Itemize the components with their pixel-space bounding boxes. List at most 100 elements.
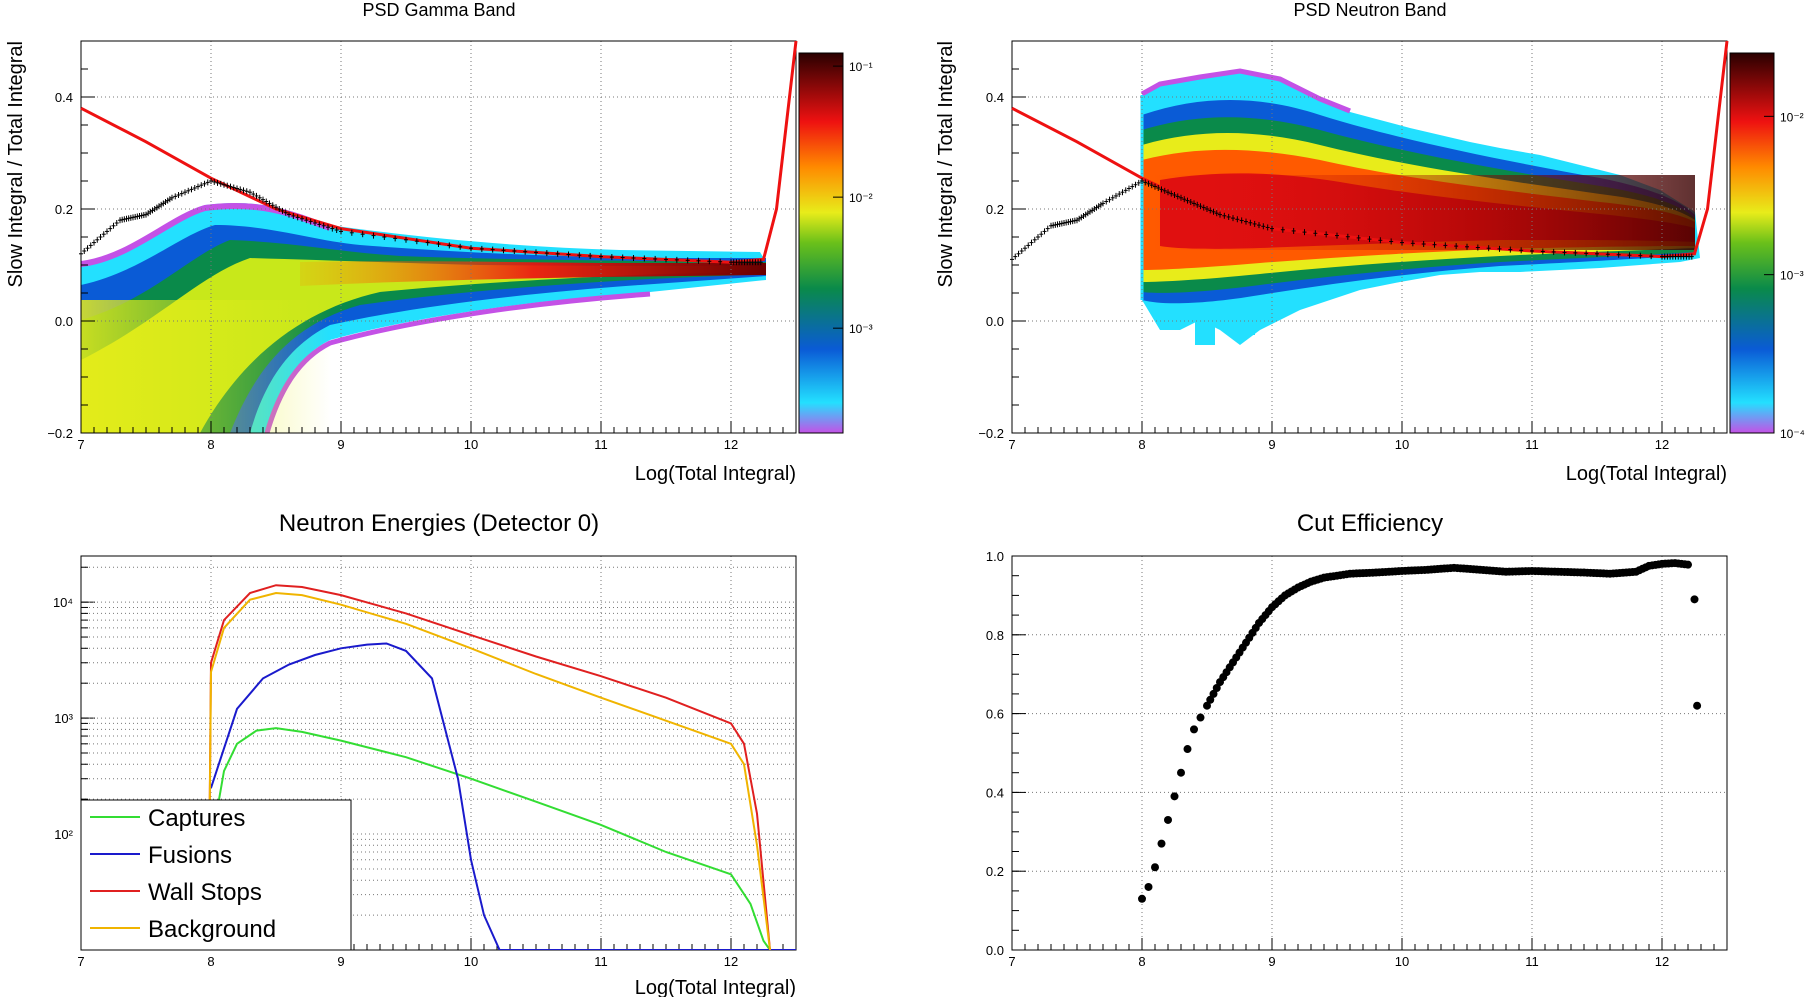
energies-xlabel: Log(Total Integral)	[635, 977, 796, 997]
legend-label-wall-stops: Wall Stops	[148, 879, 262, 906]
efficiency-point	[1209, 689, 1218, 698]
legend-label-fusions: Fusions	[148, 842, 232, 869]
efficiency-frame	[1011, 555, 1728, 951]
neutron-ragged-bottom	[1145, 290, 1255, 345]
neutron-x-tick-label: 10	[1395, 437, 1409, 452]
energies-x-tick-label: 10	[464, 954, 478, 969]
neutron-frame	[1011, 40, 1728, 434]
efficiency-x-axis: 7 8 9 10 11 12	[1008, 556, 1728, 969]
gamma-x-tick-label: 9	[337, 437, 344, 452]
gamma-yellow-fade	[81, 300, 331, 433]
legend-item-wall-stops: Wall Stops	[90, 879, 262, 906]
gamma-y-axis: −0.2 0.0 0.2 0.4	[47, 68, 796, 441]
legend-item-background: Background	[90, 916, 276, 943]
gamma-frame	[80, 40, 797, 434]
energies-y-tick-label: 10³	[54, 711, 73, 726]
efficiency-point	[1164, 815, 1172, 824]
energies-title: Neutron Energies (Detector 0)	[279, 510, 599, 537]
energies-series	[207, 584, 796, 950]
gamma-x-tick-label: 10	[464, 437, 478, 452]
efficiency-y-tick-label: 0.0	[986, 943, 1004, 958]
neutron-y-axis: −0.2 0.0 0.2 0.4	[978, 68, 1727, 441]
efficiency-title: Cut Efficiency	[1297, 510, 1443, 537]
neutron-y-tick-label: 0.2	[986, 202, 1004, 217]
legend-item-fusions: Fusions	[90, 842, 232, 869]
efficiency-point	[1170, 792, 1179, 801]
legend-label-background: Background	[148, 916, 276, 943]
efficiency-y-tick-label: 0.4	[986, 785, 1004, 800]
energies-series-fusions	[210, 642, 796, 950]
efficiency-point	[1190, 725, 1198, 734]
neutron-colorbar-label: 10⁻³	[1780, 269, 1804, 283]
legend: Captures Fusions Wall Stops Background	[80, 799, 352, 951]
efficiency-point	[1203, 701, 1211, 710]
efficiency-x-tick-label: 8	[1138, 954, 1145, 969]
gamma-colorbar-label: 10⁻¹	[849, 60, 873, 74]
neutron-title: PSD Neutron Band	[1293, 0, 1446, 20]
gamma-panel	[81, 202, 766, 433]
efficiency-point	[1144, 882, 1153, 891]
efficiency-point	[1206, 695, 1215, 704]
gamma-heatmap	[81, 202, 766, 433]
efficiency-point	[1693, 701, 1702, 710]
gamma-y-tick-label: 0.0	[55, 314, 73, 329]
legend-label-captures: Captures	[148, 805, 245, 832]
energies-x-tick-label: 11	[594, 954, 608, 969]
energies-y-tick-label: 10⁴	[53, 595, 73, 610]
efficiency-point	[1157, 839, 1166, 848]
gamma-colorbar-scale	[798, 52, 844, 434]
neutron-y-tick-label: −0.2	[978, 426, 1004, 441]
neutron-x-tick-label: 12	[1655, 437, 1669, 452]
efficiency-x-tick-label: 10	[1395, 954, 1409, 969]
gamma-y-tick-label: −0.2	[47, 426, 73, 441]
gamma-x-tick-label: 7	[77, 437, 84, 452]
gamma-y-tick-label: 0.2	[55, 202, 73, 217]
efficiency-y-axis: 0.0 0.2 0.4 0.6 0.8 1.0	[986, 549, 1727, 958]
energies-x-tick-label: 12	[724, 954, 738, 969]
efficiency-x-tick-label: 12	[1655, 954, 1669, 969]
neutron-xlabel: Log(Total Integral)	[1566, 463, 1727, 485]
gamma-y-tick-label: 0.4	[55, 90, 73, 105]
neutron-colorbar-label: 10⁻²	[1780, 110, 1804, 124]
gamma-x-tick-label: 12	[724, 437, 738, 452]
energies-series-background	[207, 591, 771, 950]
neutron-colorbar: 10⁻⁴ 10⁻³ 10⁻²	[1729, 52, 1805, 441]
efficiency-point	[1138, 894, 1146, 903]
efficiency-point	[1212, 683, 1221, 692]
efficiency-x-tick-label: 9	[1268, 954, 1275, 969]
efficiency-y-tick-label: 0.2	[986, 864, 1004, 879]
neutron-x-tick-label: 7	[1008, 437, 1015, 452]
gamma-xlabel: Log(Total Integral)	[635, 463, 796, 485]
gamma-x-tick-label: 11	[594, 437, 608, 452]
efficiency-point	[1183, 745, 1192, 754]
neutron-heatmap	[1140, 68, 1700, 345]
energies-series-wall-stops	[207, 584, 771, 950]
neutron-colorbar-scale	[1729, 52, 1775, 434]
energies-x-tick-label: 9	[337, 954, 344, 969]
efficiency-y-tick-label: 1.0	[986, 549, 1004, 564]
energies-x-tick-label: 7	[77, 954, 84, 969]
efficiency-point	[1196, 713, 1205, 722]
neutron-halo-purple	[1140, 68, 1351, 114]
legend-box	[80, 799, 352, 951]
energies-frame	[80, 555, 797, 951]
efficiency-point	[1177, 768, 1185, 777]
gamma-colorbar-label: 10⁻³	[849, 322, 873, 336]
neutron-x-tick-label: 8	[1138, 437, 1145, 452]
efficiency-point	[1684, 560, 1692, 569]
gamma-ylabel: Slow Integral / Total Integral	[5, 41, 27, 287]
efficiency-points	[1138, 559, 1702, 903]
efficiency-x-tick-label: 11	[1525, 954, 1539, 969]
gamma-profile	[79, 178, 763, 266]
neutron-x-tick-label: 9	[1268, 437, 1275, 452]
efficiency-y-tick-label: 0.6	[986, 707, 1004, 722]
neutron-y-tick-label: 0.4	[986, 90, 1004, 105]
gamma-x-axis: 7 8 9 10 11 12	[77, 41, 797, 452]
gamma-colorbar: 10⁻³ 10⁻² 10⁻¹	[798, 52, 873, 434]
neutron-ylabel: Slow Integral / Total Integral	[935, 41, 957, 287]
neutron-y-tick-label: 0.0	[986, 314, 1004, 329]
neutron-colorbar-label: 10⁻⁴	[1780, 427, 1805, 441]
gamma-title: PSD Gamma Band	[362, 0, 515, 20]
neutron-panel	[1140, 68, 1700, 345]
